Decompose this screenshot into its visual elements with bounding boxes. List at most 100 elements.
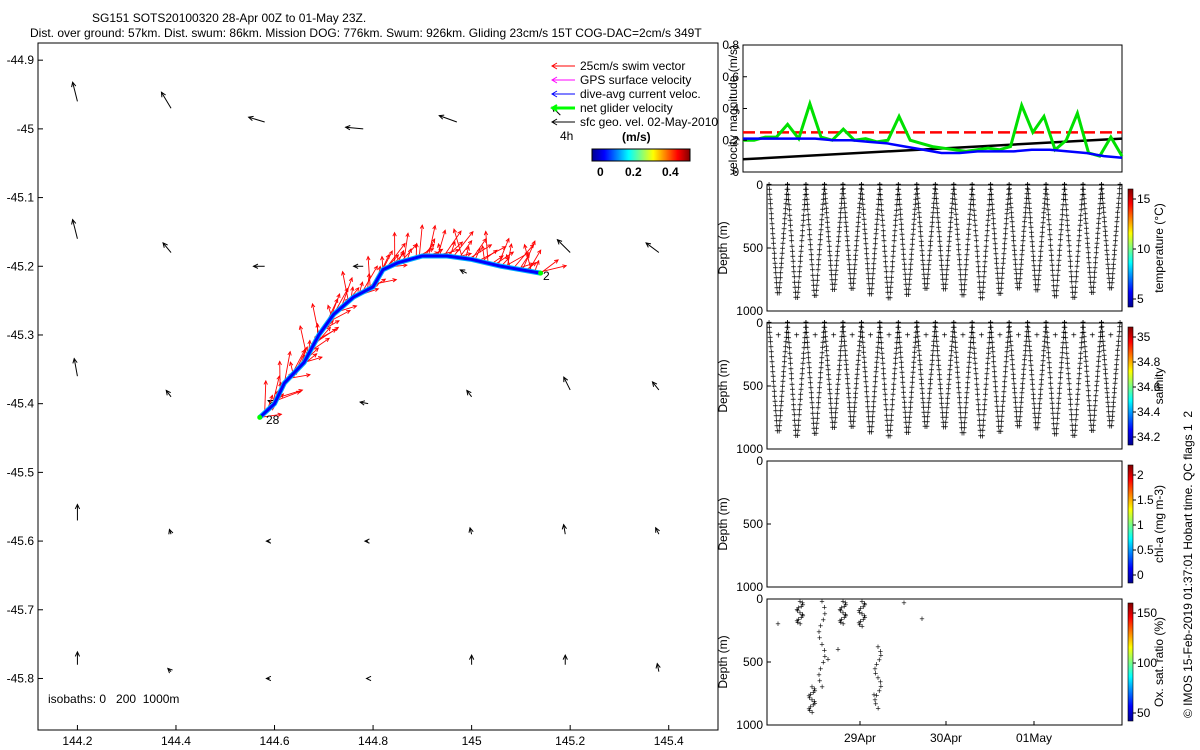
depth-point: +: [1096, 357, 1102, 368]
depth-point: +: [800, 354, 806, 365]
depth-point: +: [987, 333, 993, 344]
depth-point: +: [1000, 402, 1006, 413]
depth-point: +: [795, 606, 800, 616]
depth-point: +: [958, 413, 964, 424]
depth-point: +: [1001, 382, 1007, 393]
depth-point: +: [1067, 390, 1073, 401]
depth-point: +: [852, 403, 858, 414]
depth-point: +: [917, 218, 923, 229]
depth-point: +: [1004, 210, 1010, 221]
depth-point: +: [862, 230, 868, 241]
depth-point: +: [951, 323, 957, 334]
depth-point: +: [984, 364, 990, 375]
depth-point: +: [947, 228, 953, 239]
depth-point: +: [890, 252, 896, 263]
depth-point: +: [782, 210, 788, 221]
depth-point: +: [928, 232, 934, 243]
depth-point: +: [1064, 206, 1070, 217]
depth-point: +: [1050, 271, 1056, 282]
depth-point: +: [966, 220, 972, 231]
swim-vector-head: [388, 250, 393, 256]
depth-point: +: [992, 372, 998, 383]
geo-arrow: [72, 82, 78, 102]
depth-point: +: [995, 269, 1001, 280]
depth-point: +: [1111, 260, 1117, 271]
depth-point: +: [820, 333, 826, 344]
depth-point: +: [817, 379, 823, 390]
depth-point: +: [1030, 242, 1036, 253]
depth-point: +: [822, 190, 828, 201]
depth-point: +: [807, 373, 813, 384]
depth-point: +: [1040, 361, 1046, 372]
depth-point: +: [815, 261, 821, 272]
depth-point: +: [906, 428, 912, 439]
depth-point: +: [947, 232, 953, 243]
depth-point: +: [1039, 233, 1045, 244]
depth-point: +: [944, 408, 950, 419]
depth-point: +: [884, 273, 890, 284]
depth-point: +: [1101, 213, 1107, 224]
depth-point: +: [1029, 375, 1035, 386]
depth-point: +: [857, 607, 862, 617]
swim-vector-head: [467, 252, 473, 257]
depth-point: +: [862, 368, 868, 379]
depth-point: +: [1010, 360, 1016, 371]
depth-point: +: [1062, 318, 1068, 329]
depth-point: +: [869, 422, 875, 433]
depth-point: +: [943, 285, 949, 296]
geo-arrow: [165, 390, 172, 398]
depth-point: +: [949, 347, 955, 358]
depth-point: +: [1045, 338, 1051, 349]
depth-point: +: [838, 618, 843, 628]
depth-point: +: [1095, 224, 1101, 235]
depth-point: +: [982, 395, 988, 406]
depth-point: +: [1012, 246, 1018, 257]
depth-point: +: [859, 185, 865, 196]
depth-point: +: [1038, 385, 1044, 396]
depth-point: +: [999, 269, 1005, 280]
depth-point: +: [1059, 353, 1065, 364]
depth-point: +: [1075, 390, 1081, 401]
depth-point: +: [823, 337, 829, 348]
depth-point: +: [1072, 426, 1078, 437]
depth-point: +: [789, 380, 795, 391]
depth-point: +: [902, 270, 908, 281]
depth-point: +: [885, 293, 891, 304]
depth-point: +: [788, 364, 794, 375]
depth-point: +: [966, 358, 972, 369]
depth-point: +: [976, 406, 982, 417]
depth-point: +: [795, 426, 801, 437]
depth-point: +: [992, 368, 998, 379]
depth-point: +: [1067, 252, 1073, 263]
depth-point: +: [1071, 331, 1077, 342]
depth-point: +: [1082, 338, 1088, 349]
depth-point: +: [792, 278, 798, 289]
depth-ylabel: Depth (m): [716, 635, 730, 688]
depth-point: +: [1084, 362, 1090, 373]
depth-point: +: [1080, 318, 1086, 329]
depth-point: +: [839, 190, 845, 201]
depth-point: +: [1040, 218, 1046, 229]
depth-point: +: [1106, 274, 1112, 285]
depth-point: +: [914, 185, 920, 196]
depth-point: +: [766, 323, 772, 334]
depth-point: +: [1084, 372, 1090, 383]
depth-point: +: [902, 265, 908, 276]
depth-point: +: [947, 366, 953, 377]
depth-point: +: [1038, 242, 1044, 253]
geo-arrow: [557, 239, 571, 253]
depth-point: +: [870, 413, 876, 424]
depth-point: +: [779, 397, 785, 408]
depth-point: +: [943, 275, 949, 286]
depth-point: +: [898, 220, 904, 231]
depth-point: +: [1033, 285, 1039, 296]
depth-point: +: [1043, 318, 1049, 329]
glider-track-glow: [258, 253, 542, 420]
depth-point: +: [977, 426, 983, 437]
depth-point: +: [779, 249, 785, 260]
depth-point: +: [843, 611, 848, 621]
depth-point: +: [1048, 246, 1054, 257]
depth-point: +: [822, 603, 827, 613]
depth-point: +: [902, 408, 908, 419]
depth-point: +: [938, 247, 944, 258]
